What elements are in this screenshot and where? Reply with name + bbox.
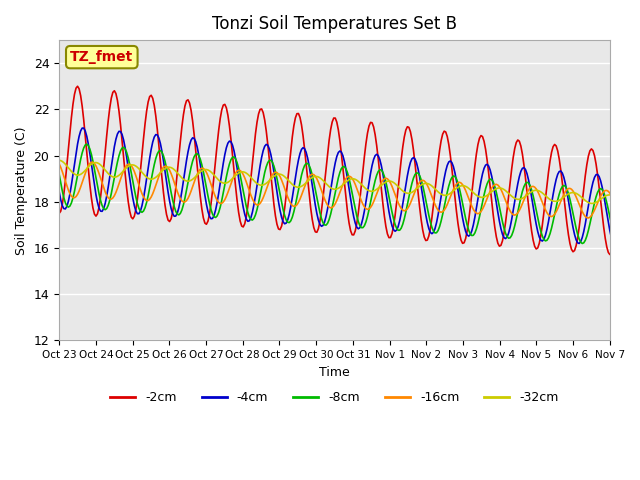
-4cm — [359, 216, 367, 221]
-2cm — [563, 220, 571, 226]
Line: -2cm: -2cm — [59, 86, 640, 257]
-8cm — [76, 164, 83, 170]
-16cm — [563, 187, 571, 192]
Line: -16cm: -16cm — [59, 162, 640, 219]
-32cm — [358, 181, 365, 187]
-2cm — [476, 135, 483, 141]
Line: -4cm: -4cm — [59, 128, 640, 246]
-16cm — [76, 188, 83, 194]
-32cm — [76, 172, 83, 178]
-2cm — [95, 204, 103, 210]
-8cm — [83, 141, 91, 147]
-8cm — [359, 225, 367, 230]
-2cm — [55, 211, 63, 216]
-4cm — [95, 205, 103, 211]
-16cm — [359, 201, 367, 207]
-4cm — [55, 189, 63, 194]
-16cm — [476, 210, 483, 216]
-8cm — [95, 191, 103, 197]
-2cm — [359, 168, 367, 174]
-8cm — [563, 186, 571, 192]
-4cm — [476, 187, 483, 192]
Legend: -2cm, -4cm, -8cm, -16cm, -32cm: -2cm, -4cm, -8cm, -16cm, -32cm — [106, 386, 564, 409]
-4cm — [76, 133, 83, 139]
Line: -32cm: -32cm — [59, 160, 640, 205]
-4cm — [80, 125, 88, 131]
-16cm — [95, 170, 103, 176]
-8cm — [55, 171, 63, 177]
Title: Tonzi Soil Temperatures Set B: Tonzi Soil Temperatures Set B — [212, 15, 457, 33]
-16cm — [88, 159, 95, 165]
-32cm — [561, 193, 569, 199]
-4cm — [612, 243, 620, 249]
X-axis label: Time: Time — [319, 366, 350, 379]
-32cm — [55, 157, 63, 163]
Y-axis label: Soil Temperature (C): Soil Temperature (C) — [15, 126, 28, 254]
-16cm — [55, 161, 63, 167]
-16cm — [621, 216, 629, 222]
-2cm — [77, 93, 84, 98]
-32cm — [93, 160, 101, 166]
-4cm — [563, 189, 571, 194]
-8cm — [476, 214, 483, 220]
Text: TZ_fmet: TZ_fmet — [70, 50, 133, 64]
Line: -8cm: -8cm — [59, 144, 640, 246]
-8cm — [615, 243, 623, 249]
-2cm — [74, 84, 81, 89]
-32cm — [625, 203, 632, 208]
-32cm — [474, 193, 482, 199]
